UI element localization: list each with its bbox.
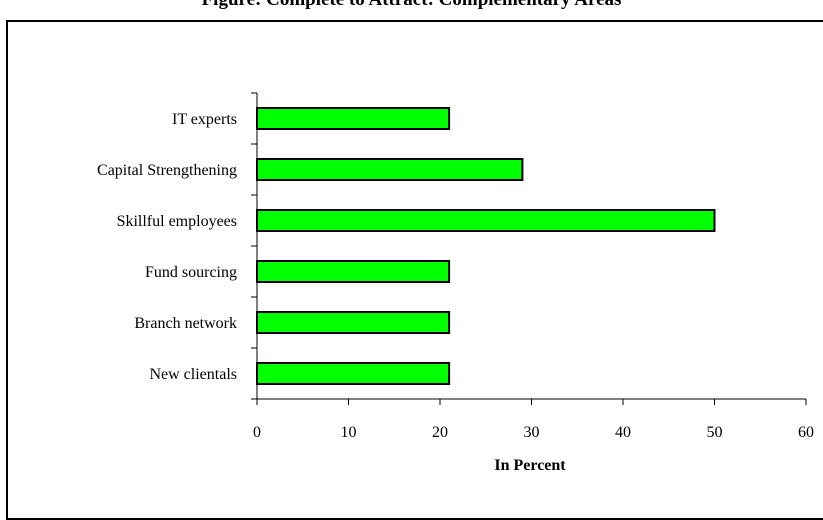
category-label: Fund sourcing <box>145 264 237 281</box>
x-tick-label: 20 <box>432 424 448 441</box>
category-label: Skillful employees <box>117 213 237 230</box>
bar-chart: IT experts Capital Strengthening Skillful … <box>97 92 814 474</box>
axes-group <box>251 92 807 405</box>
x-tick-label: 30 <box>524 424 540 441</box>
bar <box>256 260 451 283</box>
category-label: IT experts <box>172 111 237 128</box>
x-tick-label: 50 <box>707 424 723 441</box>
x-tick-label: 60 <box>798 424 814 441</box>
x-tick-label: 40 <box>615 424 631 441</box>
bar <box>256 362 451 385</box>
bar <box>256 158 524 181</box>
bar <box>256 209 716 232</box>
labels-group: IT experts Capital Strengthening Skillful … <box>97 111 814 441</box>
x-tick-label: 10 <box>341 424 357 441</box>
bar <box>256 107 451 130</box>
category-label: Capital Strengthening <box>97 162 237 179</box>
bar <box>256 311 451 334</box>
chart-title: Figure: Complete to Attract: Complementa… <box>0 0 823 11</box>
bars-group <box>256 107 716 385</box>
category-label: Branch network <box>134 315 237 332</box>
x-tick-label: 0 <box>253 424 261 441</box>
x-axis-title: In Percent <box>494 457 566 474</box>
category-label: New clientals <box>149 366 237 383</box>
